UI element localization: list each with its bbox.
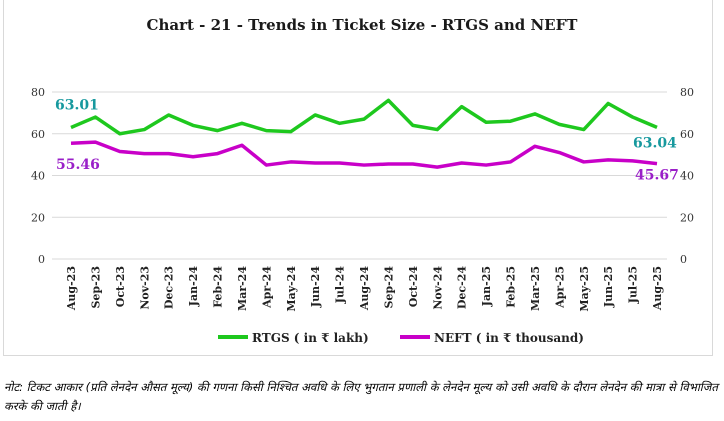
legend-label: RTGS ( in ₹ lakh) — [252, 331, 369, 345]
y-tick-label-right: 40 — [680, 170, 694, 183]
x-tick-label: Dec-24 — [456, 266, 469, 309]
x-tick-label: Mar-25 — [529, 266, 542, 311]
footnote: नोट: टिकट आकार (प्रति लेनदेन औसत मूल्य) … — [4, 380, 718, 413]
data-label-last: 63.04 — [633, 135, 677, 151]
legend-label: NEFT ( in ₹ thousand) — [434, 331, 584, 345]
data-label-first: 55.46 — [56, 157, 100, 173]
y-tick-label-right: 80 — [680, 86, 694, 99]
y-tick-label-right: 0 — [680, 253, 687, 266]
data-label-last: 45.67 — [635, 168, 679, 184]
x-tick-label: Apr-24 — [260, 266, 273, 309]
chart-title: Chart - 21 - Trends in Ticket Size - RTG… — [147, 16, 579, 34]
x-tick-label: Nov-23 — [138, 266, 151, 310]
y-tick-label-left: 80 — [31, 86, 45, 99]
x-tick-label: Sep-24 — [382, 266, 395, 309]
y-tick-label-left: 40 — [31, 170, 45, 183]
x-tick-label: Jul-24 — [334, 266, 347, 305]
x-tick-label: Feb-25 — [505, 266, 518, 308]
data-label-first: 63.01 — [55, 97, 99, 113]
x-tick-label: Apr-25 — [553, 266, 566, 309]
x-tick-label: Aug-24 — [358, 266, 371, 311]
y-tick-label-right: 20 — [680, 211, 694, 224]
x-tick-label: Sep-23 — [89, 266, 102, 309]
x-tick-label: Jul-25 — [627, 266, 640, 304]
x-tick-label: Aug-25 — [651, 266, 664, 311]
x-tick-label: Feb-24 — [212, 266, 225, 308]
y-tick-label-left: 60 — [31, 128, 45, 141]
x-tick-label: Aug-23 — [65, 266, 78, 311]
chart-frame — [3, 0, 713, 356]
y-tick-label-left: 0 — [38, 253, 45, 266]
x-tick-label: May-25 — [578, 266, 591, 312]
y-tick-label-right: 60 — [680, 128, 694, 141]
x-tick-label: May-24 — [285, 266, 298, 312]
line-chart: Chart - 21 - Trends in Ticket Size - RTG… — [31, 16, 694, 345]
series-line-rtgs — [70, 98, 658, 136]
x-tick-label: Jan-25 — [480, 266, 493, 307]
x-tick-label: Nov-24 — [431, 266, 444, 310]
x-tick-label: Oct-23 — [114, 266, 127, 307]
x-tick-label: Jan-24 — [187, 266, 200, 308]
x-tick-label: Jun-25 — [602, 266, 615, 308]
x-tick-label: Jun-24 — [309, 266, 322, 308]
x-tick-label: Mar-24 — [236, 266, 249, 311]
x-tick-label: Oct-24 — [407, 266, 420, 308]
series-line-neft — [70, 140, 658, 169]
y-tick-label-left: 20 — [31, 211, 45, 224]
x-tick-label: Dec-23 — [163, 266, 176, 309]
